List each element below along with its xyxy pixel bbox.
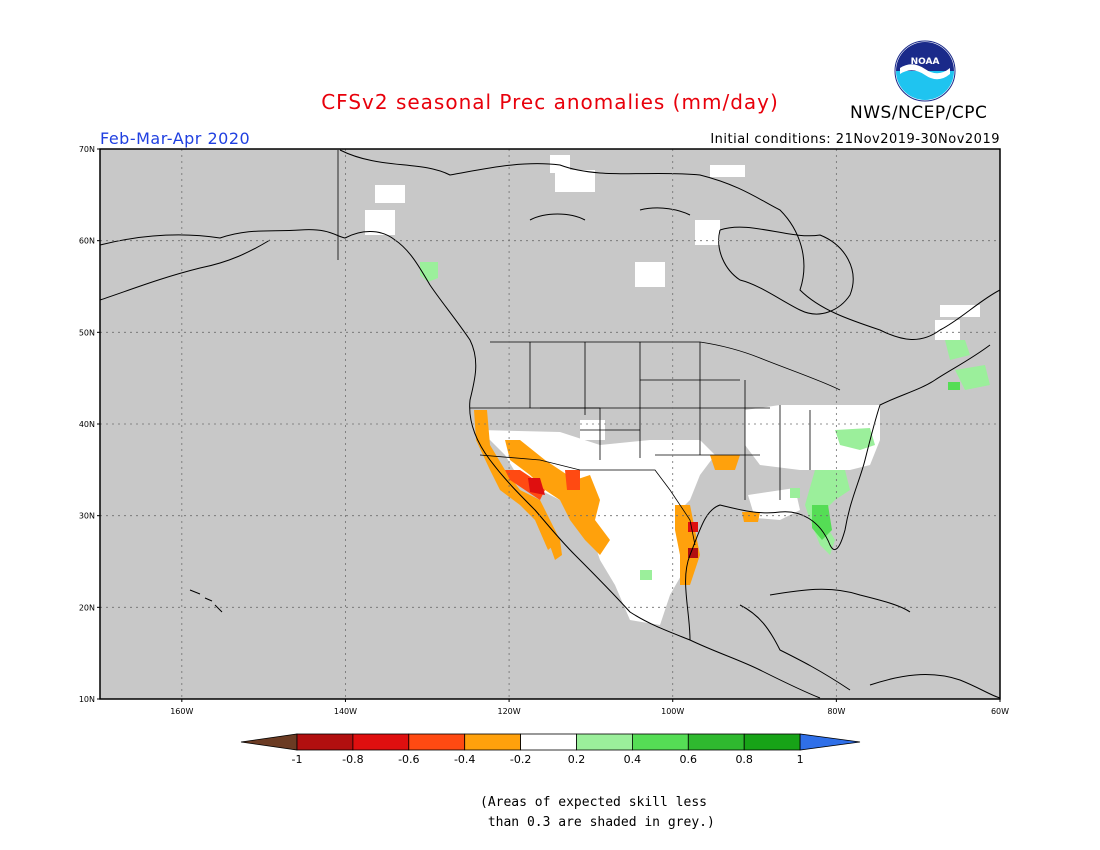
dry-anomalies xyxy=(474,410,760,585)
colorbar: -1 -0.8 -0.6 -0.4 -0.2 0.2 0.4 0.6 0.8 1 xyxy=(240,733,861,766)
colorbar-arrow-low xyxy=(240,733,298,751)
colorbar-segment xyxy=(576,733,633,751)
lon-label: 120W xyxy=(497,707,520,716)
colorbar-arrow-high xyxy=(799,733,861,751)
colorbar-label: 0.2 xyxy=(568,753,586,766)
lat-label: 60N xyxy=(79,237,95,246)
wet-anomalies xyxy=(420,262,990,580)
longitude-labels: 160W 140W 120W 100W 80W 60W xyxy=(170,699,1009,716)
colorbar-label: 1 xyxy=(797,753,804,766)
initial-conditions: Initial conditions: 21Nov2019-30Nov2019 xyxy=(710,132,1000,147)
latitude-labels: 70N 60N 50N 40N 30N 20N 10N xyxy=(79,145,100,704)
coastlines xyxy=(99,149,1001,699)
graticule xyxy=(100,149,1000,699)
colorbar-segment xyxy=(408,733,466,751)
colorbar-label: 0.4 xyxy=(624,753,642,766)
colorbar-segment xyxy=(520,733,577,751)
lat-label: 50N xyxy=(79,328,95,337)
colorbar-label: -0.6 xyxy=(398,753,419,766)
colorbar-label: -0.4 xyxy=(454,753,475,766)
footnote-line-2: than 0.3 are shaded in grey.) xyxy=(480,815,715,830)
colorbar-segment xyxy=(464,733,522,751)
colorbar-segment xyxy=(352,733,410,751)
logo-text: NOAA xyxy=(911,57,940,67)
lat-label: 40N xyxy=(79,420,95,429)
lon-label: 100W xyxy=(661,707,684,716)
colorbar-label: -0.8 xyxy=(342,753,363,766)
colorbar-label: -0.2 xyxy=(510,753,531,766)
footnote-line-1: (Areas of expected skill less xyxy=(480,795,707,810)
lat-label: 30N xyxy=(79,512,95,521)
colorbar-label: 0.8 xyxy=(735,753,753,766)
lon-label: 80W xyxy=(827,707,845,716)
colorbar-label: 0.6 xyxy=(680,753,698,766)
colorbar-label: -1 xyxy=(292,753,303,766)
lon-label: 60W xyxy=(991,707,1009,716)
colorbar-segment xyxy=(632,733,689,751)
skill-footnote: (Areas of expected skill less than 0.3 a… xyxy=(480,793,715,833)
colorbar-segment xyxy=(687,733,745,751)
lon-label: 140W xyxy=(334,707,357,716)
colorbar-segment xyxy=(296,733,354,751)
forecast-period: Feb-Mar-Apr 2020 xyxy=(100,129,251,148)
agency-label: NWS/NCEP/CPC xyxy=(850,103,988,123)
colorbar-segment xyxy=(743,733,801,751)
chart-title: CFSv2 seasonal Prec anomalies (mm/day) xyxy=(321,90,779,114)
lat-label: 20N xyxy=(79,603,95,612)
lat-label: 70N xyxy=(79,145,95,154)
lat-label: 10N xyxy=(79,695,95,704)
lon-label: 160W xyxy=(170,707,193,716)
noaa-logo: NOAA xyxy=(894,40,956,102)
